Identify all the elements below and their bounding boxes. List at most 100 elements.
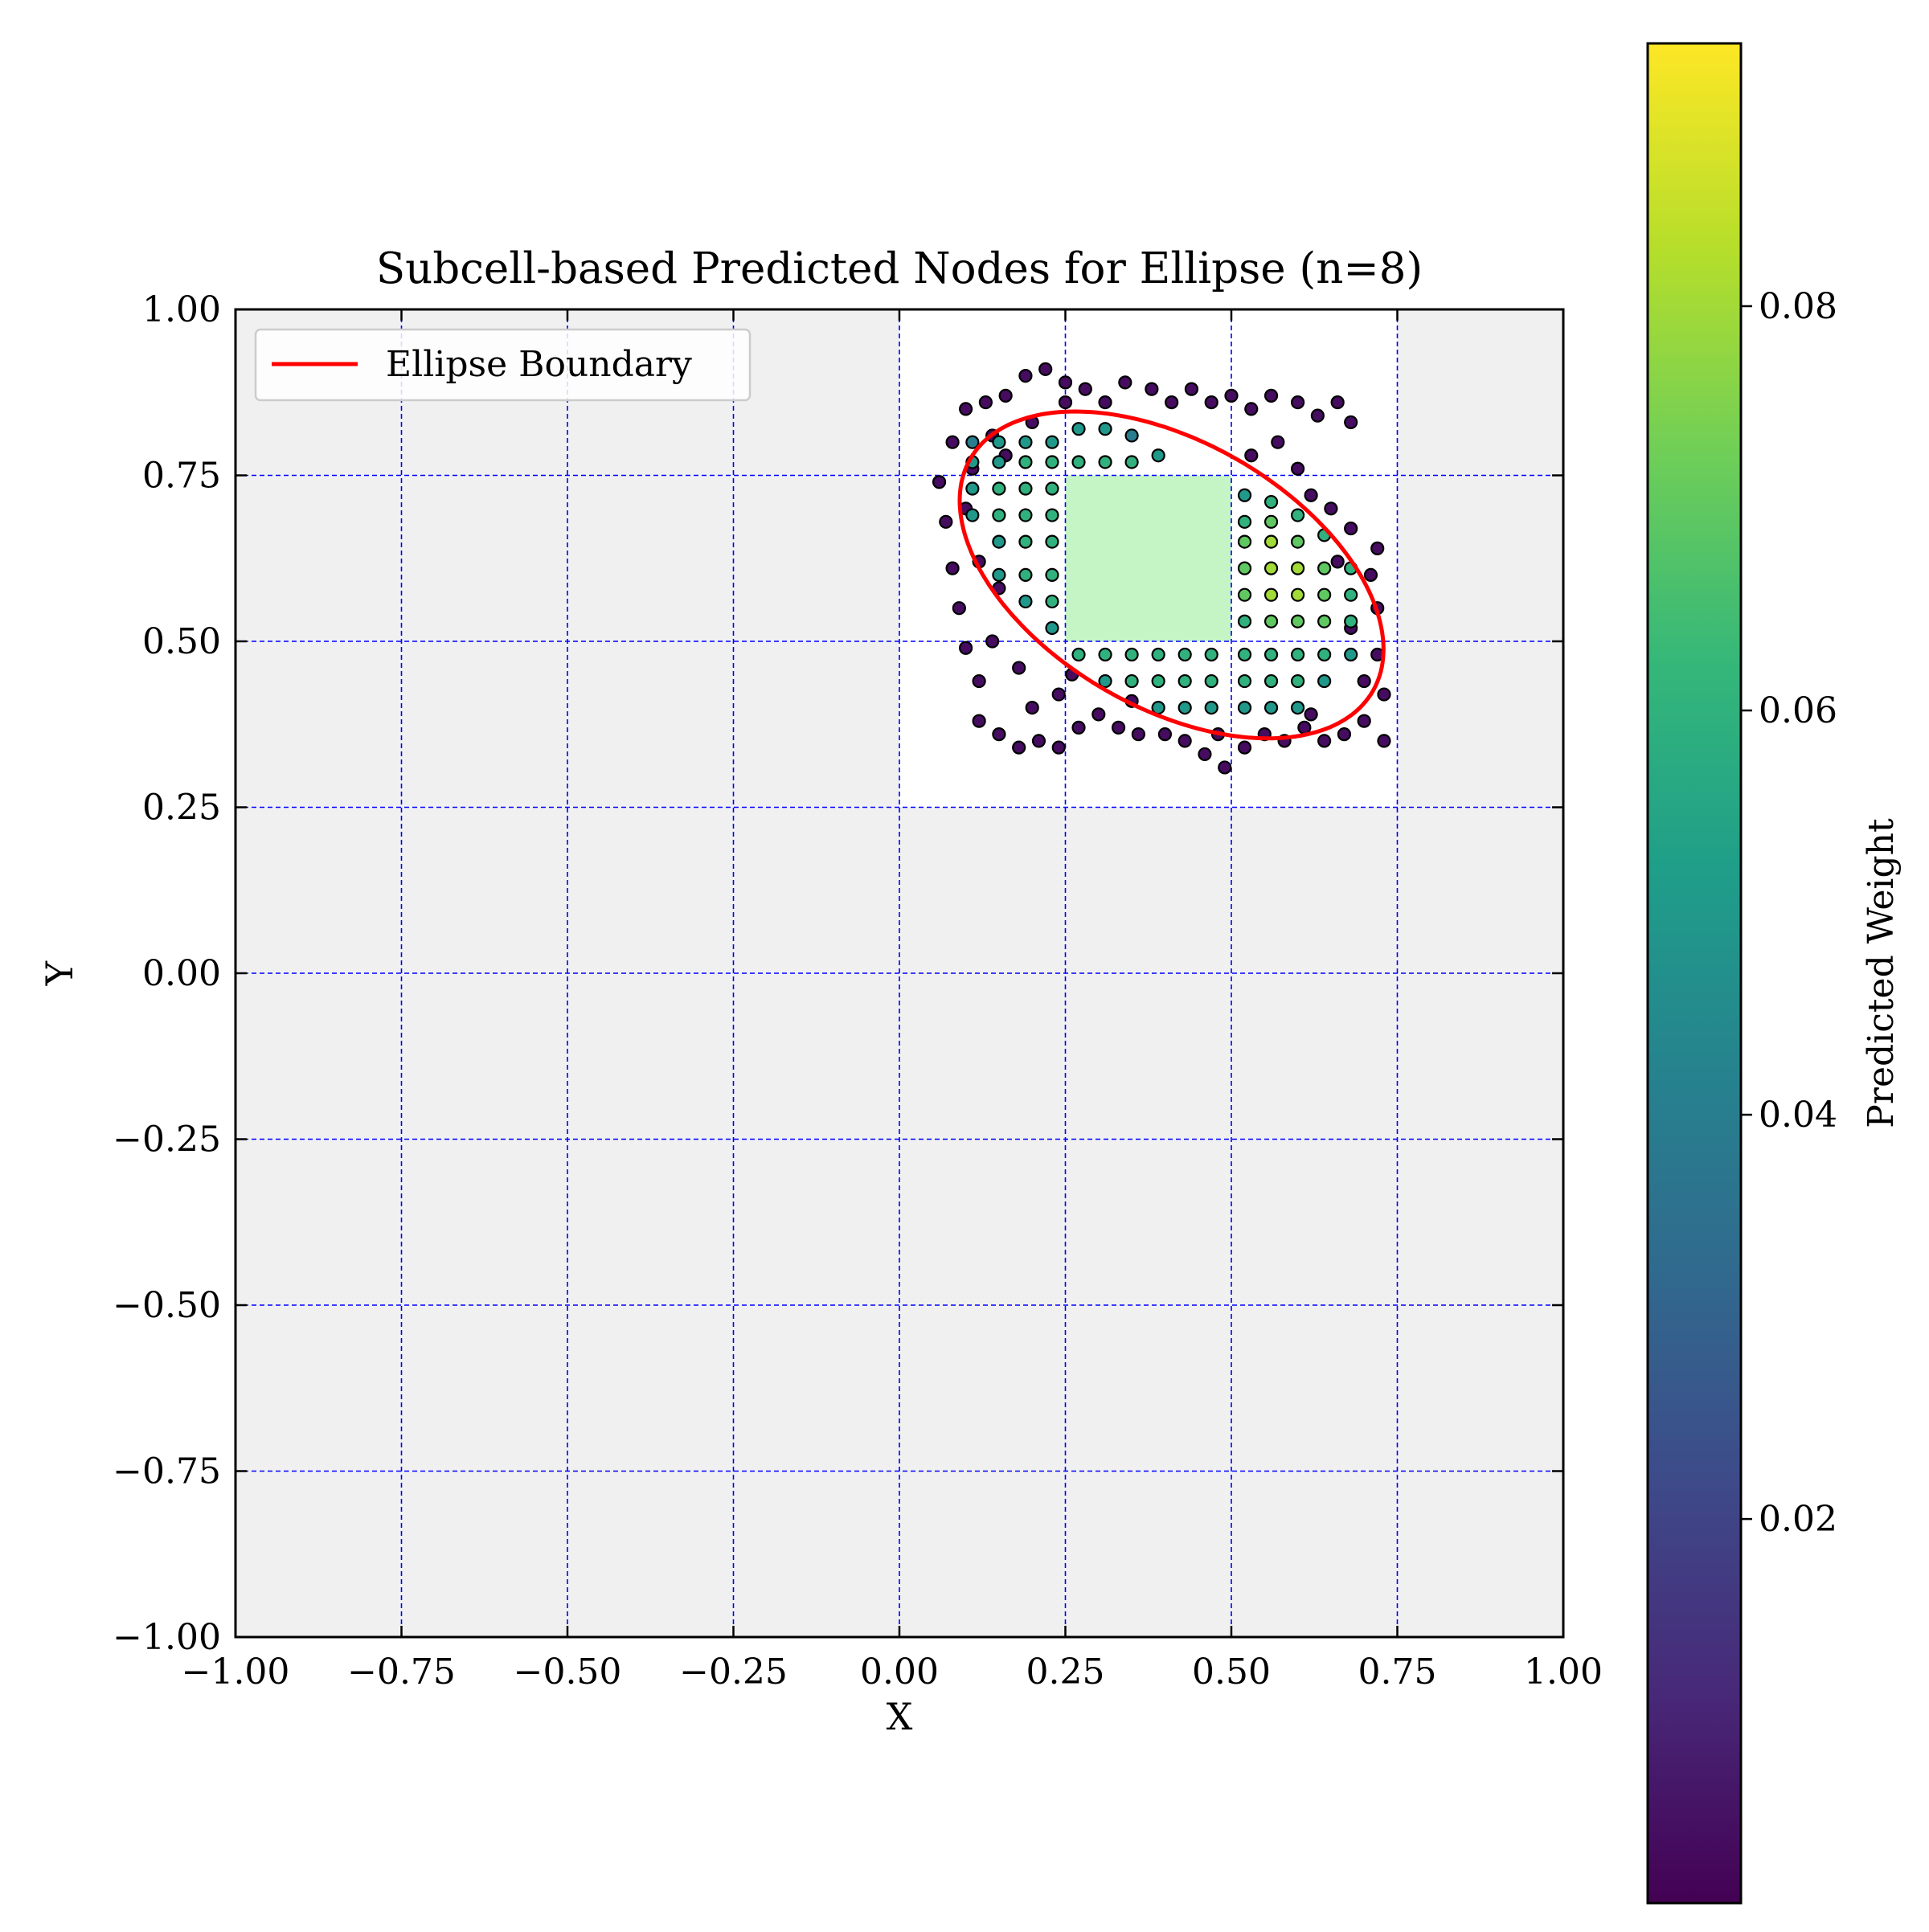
node-point xyxy=(1237,700,1252,715)
colorbar-tick-label: 0.04 xyxy=(1759,1095,1837,1136)
node-point xyxy=(1045,567,1059,583)
node-point xyxy=(1177,673,1192,689)
node-point xyxy=(978,395,993,410)
node-point xyxy=(1317,561,1332,575)
node-point xyxy=(972,673,986,689)
node-point xyxy=(1317,614,1332,628)
node-point xyxy=(1337,727,1352,742)
node-point xyxy=(1124,428,1139,443)
node-point xyxy=(1058,395,1073,410)
scatter-points xyxy=(932,362,1391,775)
node-point xyxy=(1290,673,1305,689)
node-point xyxy=(1237,587,1252,602)
x-tick-label: −1.00 xyxy=(182,1652,290,1693)
node-point xyxy=(932,475,947,489)
colorbar xyxy=(1646,42,1743,1905)
node-point xyxy=(1018,534,1033,549)
node-point xyxy=(1304,707,1318,722)
node-point xyxy=(1038,362,1053,376)
node-point xyxy=(1290,614,1305,628)
node-point xyxy=(1118,375,1132,390)
y-tick-label: 0.25 xyxy=(142,788,221,829)
node-point xyxy=(1344,587,1358,602)
node-point xyxy=(1290,534,1305,549)
node-point xyxy=(958,641,973,655)
node-point xyxy=(1111,720,1126,735)
node-point xyxy=(998,388,1013,403)
node-point xyxy=(1098,647,1112,662)
node-point xyxy=(1018,567,1033,583)
node-point xyxy=(1224,388,1239,403)
node-point xyxy=(1263,561,1279,575)
node-point xyxy=(1018,435,1033,449)
legend-box xyxy=(254,328,752,402)
node-point xyxy=(1377,687,1391,702)
node-point xyxy=(1263,494,1279,510)
node-point xyxy=(1124,673,1139,689)
y-tick-label: −0.50 xyxy=(113,1285,221,1326)
node-point xyxy=(1018,369,1033,383)
node-point xyxy=(1317,673,1332,689)
y-tick-label: 0.75 xyxy=(142,456,221,497)
x-tick-label: −0.50 xyxy=(514,1652,622,1693)
node-point xyxy=(1263,388,1279,403)
y-axis-label: Y xyxy=(38,960,81,986)
node-point xyxy=(1290,395,1305,410)
x-tick-label: 0.75 xyxy=(1358,1652,1437,1693)
node-point xyxy=(1218,760,1232,775)
node-point xyxy=(1045,508,1059,522)
node-point xyxy=(1018,594,1033,609)
node-point xyxy=(945,435,960,449)
colorbar-tick-label: 0.06 xyxy=(1759,690,1837,731)
inner-cell xyxy=(1065,475,1231,641)
node-point xyxy=(1045,455,1059,469)
node-point xyxy=(1263,614,1279,628)
node-point xyxy=(1304,488,1318,502)
colorbar-label: Predicted Weight xyxy=(1861,818,1902,1128)
node-point xyxy=(1071,422,1086,436)
node-point xyxy=(1204,647,1218,662)
colorbar-tick-label: 0.02 xyxy=(1759,1499,1837,1540)
node-point xyxy=(1045,435,1059,449)
node-point xyxy=(1237,514,1252,529)
node-point xyxy=(965,481,980,496)
node-point xyxy=(1198,747,1212,762)
y-tick-label: 0.50 xyxy=(142,621,221,662)
node-point xyxy=(1051,687,1066,702)
node-point xyxy=(1151,448,1165,463)
node-point xyxy=(1124,455,1139,469)
node-point xyxy=(1204,673,1218,689)
node-point xyxy=(1370,541,1385,555)
node-point xyxy=(1177,700,1192,715)
node-point xyxy=(1244,448,1259,463)
x-tick-label: −0.25 xyxy=(679,1652,788,1693)
node-point xyxy=(1290,647,1305,662)
node-point xyxy=(1317,647,1332,662)
node-point xyxy=(1317,734,1332,748)
node-point xyxy=(992,727,1006,742)
node-point xyxy=(1263,534,1279,549)
node-point xyxy=(1344,521,1358,536)
chart-title: Subcell-based Predicted Nodes for Ellips… xyxy=(376,244,1423,293)
node-point xyxy=(1357,673,1371,689)
node-point xyxy=(945,561,960,575)
node-point xyxy=(1330,555,1345,569)
node-point xyxy=(1045,620,1059,636)
y-tick-label: 0.00 xyxy=(142,953,221,994)
ellipse-boundary xyxy=(957,409,1386,741)
node-point xyxy=(1344,647,1358,662)
x-tick-label: 0.50 xyxy=(1192,1652,1271,1693)
node-point xyxy=(1071,455,1086,469)
node-point xyxy=(1330,395,1345,410)
node-point xyxy=(1184,382,1199,396)
node-point xyxy=(1290,508,1305,522)
node-point xyxy=(1151,673,1165,689)
node-point xyxy=(992,455,1006,469)
node-point xyxy=(1145,382,1159,396)
node-point xyxy=(1237,740,1252,755)
x-tick-label: −0.75 xyxy=(347,1652,456,1693)
node-point xyxy=(1263,647,1279,662)
node-point xyxy=(1297,720,1312,735)
